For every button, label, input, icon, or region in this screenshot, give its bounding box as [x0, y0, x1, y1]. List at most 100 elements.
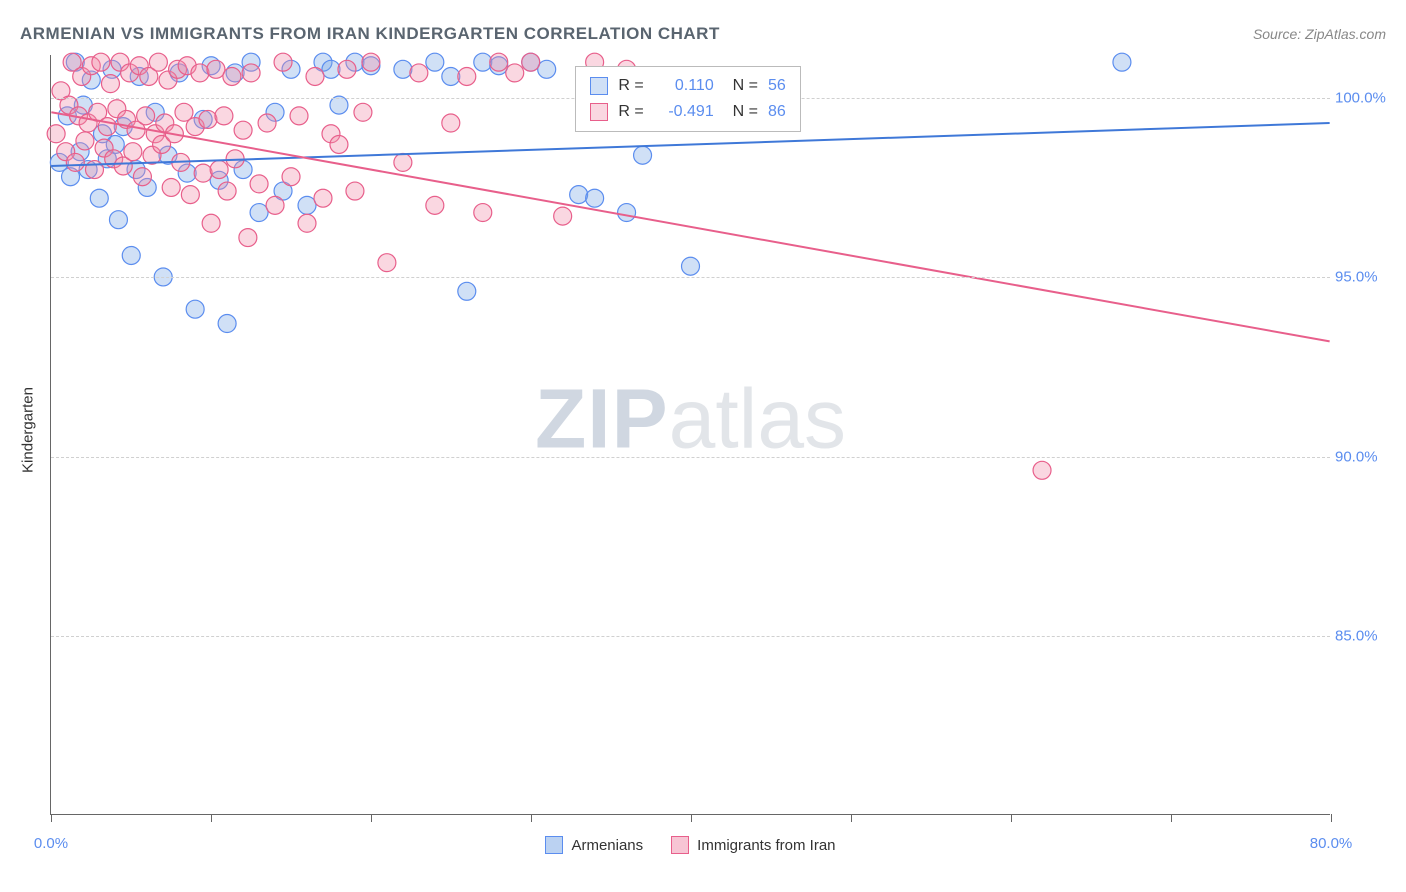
scatter-point — [394, 153, 412, 171]
scatter-point — [92, 53, 110, 71]
scatter-point — [338, 60, 356, 78]
stat-r-value: 0.110 — [654, 73, 714, 99]
stat-r-label: R = — [618, 73, 643, 99]
scatter-point — [634, 146, 652, 164]
scatter-point — [207, 60, 225, 78]
x-tick — [531, 814, 532, 822]
scatter-point — [194, 164, 212, 182]
scatter-point — [250, 175, 268, 193]
scatter-point — [322, 60, 340, 78]
scatter-point — [618, 204, 636, 222]
source-label: Source: ZipAtlas.com — [1253, 26, 1386, 42]
scatter-point — [522, 53, 540, 71]
scatter-point — [162, 178, 180, 196]
scatter-point — [250, 204, 268, 222]
scatter-point — [266, 196, 284, 214]
gridline-h — [51, 636, 1330, 637]
scatter-point — [346, 182, 364, 200]
legend-label: Immigrants from Iran — [697, 837, 835, 854]
scatter-point — [137, 107, 155, 125]
stats-legend: R =0.110 N =56R =-0.491 N =86 — [575, 66, 800, 131]
regression-line — [51, 112, 1329, 341]
y-axis-label: Kindergarten — [20, 387, 37, 473]
y-tick-label: 100.0% — [1335, 90, 1395, 107]
scatter-point — [223, 67, 241, 85]
scatter-point — [474, 53, 492, 71]
legend-swatch — [545, 836, 563, 854]
scatter-point — [682, 257, 700, 275]
scatter-point — [122, 247, 140, 265]
scatter-point — [298, 196, 316, 214]
scatter-point — [101, 75, 119, 93]
scatter-point — [85, 161, 103, 179]
scatter-point — [490, 53, 508, 71]
scatter-point — [378, 254, 396, 272]
scatter-point — [239, 229, 257, 247]
scatter-point — [570, 186, 588, 204]
y-tick-label: 95.0% — [1335, 269, 1395, 286]
stat-n-label: N = — [724, 99, 758, 125]
scatter-point — [506, 64, 524, 82]
scatter-point — [1113, 53, 1131, 71]
scatter-point — [124, 143, 142, 161]
stat-r-label: R = — [618, 99, 643, 125]
scatter-point — [362, 53, 380, 71]
scatter-point — [1033, 461, 1051, 479]
scatter-point — [258, 114, 276, 132]
y-tick-label: 85.0% — [1335, 627, 1395, 644]
scatter-point — [66, 153, 84, 171]
plot-area: ZIPatlas ArmeniansImmigrants from Iran 8… — [50, 55, 1330, 815]
legend-swatch — [590, 103, 608, 121]
stats-legend-row: R =0.110 N =56 — [590, 73, 785, 99]
x-tick — [1011, 814, 1012, 822]
scatter-point — [181, 186, 199, 204]
legend-label: Armenians — [571, 837, 643, 854]
scatter-point — [474, 204, 492, 222]
scatter-point — [242, 64, 260, 82]
legend-swatch — [671, 836, 689, 854]
stat-n-value: 56 — [768, 73, 786, 99]
x-tick-label: 80.0% — [1310, 835, 1353, 852]
scatter-point — [202, 214, 220, 232]
scatter-point — [458, 282, 476, 300]
stats-legend-row: R =-0.491 N =86 — [590, 99, 785, 125]
x-tick — [851, 814, 852, 822]
scatter-point — [290, 107, 308, 125]
scatter-point — [215, 107, 233, 125]
scatter-point — [191, 64, 209, 82]
x-tick — [371, 814, 372, 822]
scatter-point — [186, 300, 204, 318]
gridline-h — [51, 457, 1330, 458]
scatter-point — [76, 132, 94, 150]
chart-title: ARMENIAN VS IMMIGRANTS FROM IRAN KINDERG… — [20, 24, 720, 44]
scatter-point — [109, 211, 127, 229]
gridline-h — [51, 277, 1330, 278]
scatter-point — [210, 161, 228, 179]
stat-r-value: -0.491 — [654, 99, 714, 125]
x-tick-label: 0.0% — [34, 835, 68, 852]
legend-swatch — [590, 77, 608, 95]
x-tick — [1171, 814, 1172, 822]
scatter-point — [218, 182, 236, 200]
scatter-point — [586, 189, 604, 207]
scatter-point — [90, 189, 108, 207]
scatter-point — [218, 315, 236, 333]
scatter-point — [149, 53, 167, 71]
x-tick — [211, 814, 212, 822]
scatter-point — [199, 110, 217, 128]
scatter-point — [410, 64, 428, 82]
scatter-point — [314, 189, 332, 207]
x-tick — [691, 814, 692, 822]
legend-item: Immigrants from Iran — [671, 836, 835, 854]
legend-item: Armenians — [545, 836, 643, 854]
scatter-point — [354, 103, 372, 121]
scatter-point — [538, 60, 556, 78]
scatter-point — [274, 53, 292, 71]
bottom-legend: Armenians Immigrants from Iran — [51, 836, 1330, 854]
scatter-point — [133, 168, 151, 186]
scatter-point — [442, 67, 460, 85]
scatter-point — [298, 214, 316, 232]
scatter-point — [330, 136, 348, 154]
scatter-point — [426, 196, 444, 214]
scatter-point — [426, 53, 444, 71]
